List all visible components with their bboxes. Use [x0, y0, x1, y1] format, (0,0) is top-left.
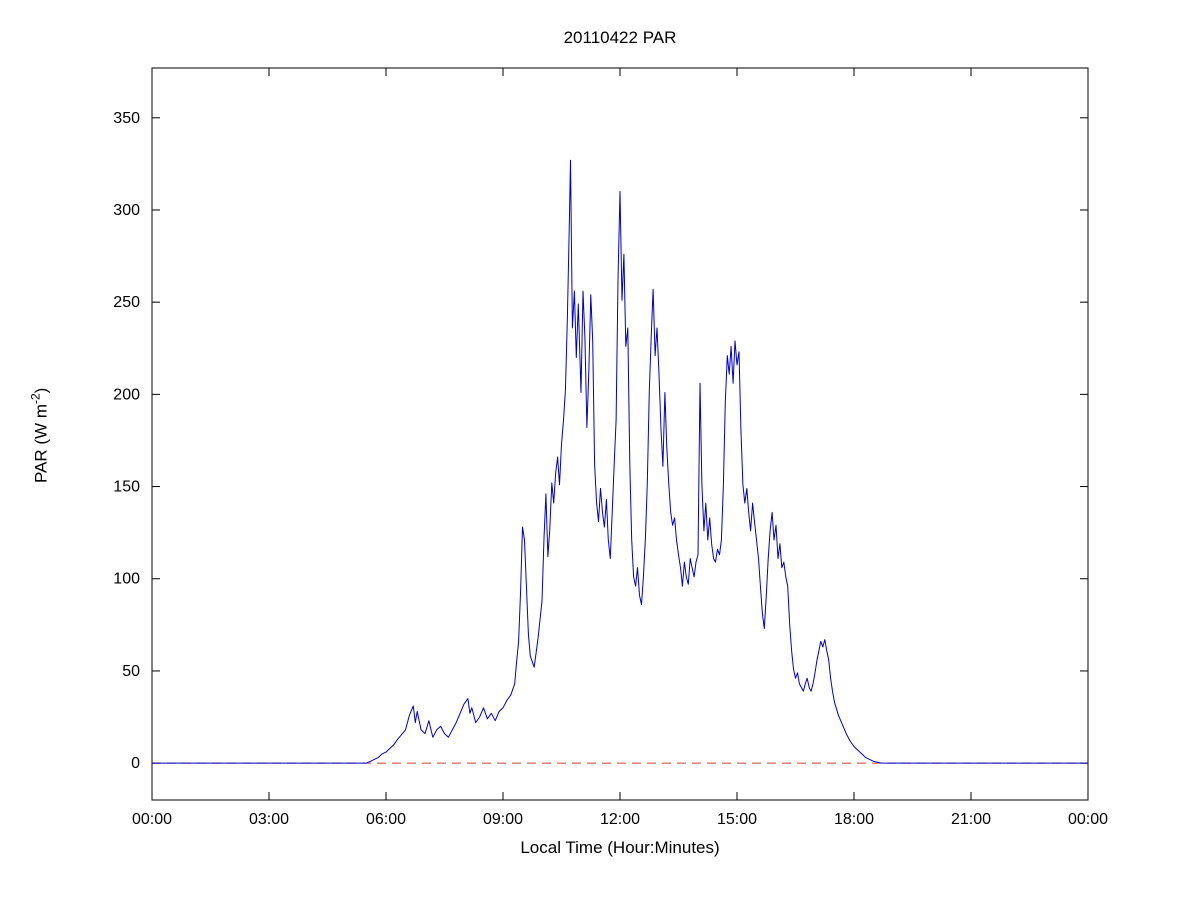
x-tick-label: 00:00	[132, 811, 172, 828]
y-tick-label: 0	[131, 755, 140, 772]
x-tick-label: 18:00	[834, 811, 874, 828]
x-tick-label: 00:00	[1068, 811, 1108, 828]
x-tick-label: 21:00	[951, 811, 991, 828]
x-tick-label: 12:00	[600, 811, 640, 828]
series-line-par	[152, 159, 1088, 764]
y-tick-label: 200	[113, 386, 140, 403]
y-tick-label: 250	[113, 294, 140, 311]
y-tick-label: 300	[113, 202, 140, 219]
chart-title: 20110422 PAR	[563, 28, 677, 47]
y-tick-label: 150	[113, 479, 140, 496]
x-tick-label: 03:00	[249, 811, 289, 828]
x-tick-label: 06:00	[366, 811, 406, 828]
y-tick-label: 100	[113, 571, 140, 588]
x-axis-label: Local Time (Hour:Minutes)	[520, 838, 720, 857]
y-tick-label: 350	[113, 110, 140, 127]
plot-box	[151, 67, 1089, 801]
x-tick-label: 09:00	[483, 811, 523, 828]
y-tick-label: 50	[122, 663, 140, 680]
x-tick-label: 15:00	[717, 811, 757, 828]
